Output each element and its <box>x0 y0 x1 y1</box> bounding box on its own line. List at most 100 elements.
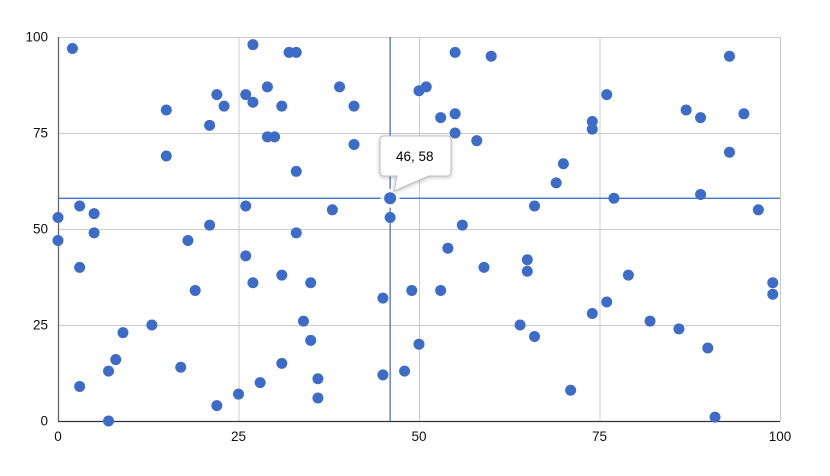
data-point[interactable] <box>767 277 779 289</box>
data-point[interactable] <box>297 315 309 327</box>
data-point[interactable] <box>276 357 288 369</box>
data-point[interactable] <box>601 89 613 101</box>
data-point[interactable] <box>471 135 483 147</box>
data-point[interactable] <box>189 284 201 296</box>
data-point[interactable] <box>702 342 714 354</box>
data-point[interactable] <box>348 139 360 151</box>
data-point[interactable] <box>478 261 490 273</box>
data-point[interactable] <box>290 165 302 177</box>
data-point[interactable] <box>485 50 497 62</box>
data-point[interactable] <box>557 158 569 170</box>
data-point[interactable] <box>247 96 259 108</box>
data-point[interactable] <box>586 123 598 135</box>
x-axis-tick-label: 75 <box>592 429 607 444</box>
data-point[interactable] <box>247 39 259 51</box>
data-point[interactable] <box>644 315 656 327</box>
data-point[interactable] <box>709 411 721 423</box>
data-point[interactable] <box>66 43 78 55</box>
data-point[interactable] <box>521 254 533 266</box>
data-point[interactable] <box>103 415 115 427</box>
data-point[interactable] <box>247 277 259 289</box>
data-point[interactable] <box>449 108 461 120</box>
data-point[interactable] <box>442 242 454 254</box>
data-point[interactable] <box>52 235 64 247</box>
data-point[interactable] <box>88 208 100 220</box>
selected-point-dot[interactable] <box>384 192 397 205</box>
data-point[interactable] <box>723 50 735 62</box>
data-point[interactable] <box>456 219 468 231</box>
data-point[interactable] <box>305 334 317 346</box>
data-point[interactable] <box>305 277 317 289</box>
data-point[interactable] <box>312 392 324 404</box>
data-point[interactable] <box>240 200 252 212</box>
data-point[interactable] <box>738 108 750 120</box>
data-point[interactable] <box>622 269 634 281</box>
data-point[interactable] <box>449 127 461 139</box>
data-point[interactable] <box>529 200 541 212</box>
data-point[interactable] <box>326 204 338 216</box>
x-axis-tick-label: 0 <box>54 429 62 444</box>
data-point[interactable] <box>146 319 158 331</box>
data-point[interactable] <box>521 265 533 277</box>
data-point[interactable] <box>240 250 252 262</box>
data-point[interactable] <box>723 146 735 158</box>
data-point[interactable] <box>74 380 86 392</box>
data-point[interactable] <box>420 81 432 93</box>
data-point[interactable] <box>348 100 360 112</box>
data-point[interactable] <box>695 112 707 124</box>
data-point[interactable] <box>276 100 288 112</box>
data-point[interactable] <box>435 284 447 296</box>
data-point[interactable] <box>384 211 396 223</box>
data-point[interactable] <box>550 177 562 189</box>
data-point[interactable] <box>103 365 115 377</box>
data-point[interactable] <box>211 89 223 101</box>
data-point[interactable] <box>529 331 541 343</box>
data-point[interactable] <box>406 284 418 296</box>
data-point[interactable] <box>449 46 461 58</box>
selected-data-point[interactable] <box>380 188 400 208</box>
data-point[interactable] <box>290 227 302 239</box>
data-point[interactable] <box>269 131 281 143</box>
y-axis-tick-label: 100 <box>25 30 48 45</box>
data-point[interactable] <box>334 81 346 93</box>
data-point[interactable] <box>218 100 230 112</box>
data-point[interactable] <box>565 384 577 396</box>
data-point[interactable] <box>413 338 425 350</box>
data-point[interactable] <box>673 323 685 335</box>
data-point[interactable] <box>233 388 244 400</box>
data-point[interactable] <box>767 288 779 300</box>
data-point[interactable] <box>52 211 64 223</box>
data-point[interactable] <box>290 46 302 58</box>
data-point[interactable] <box>377 369 389 381</box>
data-point[interactable] <box>601 296 613 308</box>
data-point[interactable] <box>160 150 172 162</box>
data-point[interactable] <box>695 188 707 200</box>
data-point[interactable] <box>276 269 288 281</box>
data-point[interactable] <box>261 81 273 93</box>
data-point[interactable] <box>74 200 86 212</box>
data-point[interactable] <box>586 115 598 127</box>
data-point[interactable] <box>399 365 411 377</box>
data-point[interactable] <box>752 204 764 216</box>
data-point[interactable] <box>240 89 252 101</box>
data-point[interactable] <box>204 219 216 231</box>
data-point[interactable] <box>211 400 223 412</box>
data-point[interactable] <box>254 377 266 389</box>
data-point[interactable] <box>608 192 620 204</box>
data-point[interactable] <box>182 235 194 247</box>
data-point[interactable] <box>204 119 216 131</box>
data-point[interactable] <box>110 354 122 366</box>
data-point[interactable] <box>160 104 172 116</box>
data-point[interactable] <box>117 327 129 339</box>
data-point[interactable] <box>680 104 692 116</box>
data-point[interactable] <box>312 373 324 385</box>
data-point[interactable] <box>88 227 100 239</box>
data-point[interactable] <box>435 112 447 124</box>
data-point[interactable] <box>74 261 86 273</box>
data-point[interactable] <box>377 292 389 304</box>
data-point[interactable] <box>514 319 526 331</box>
data-point[interactable] <box>586 307 598 319</box>
tooltip-bubble <box>379 135 452 192</box>
data-point[interactable] <box>175 361 187 373</box>
